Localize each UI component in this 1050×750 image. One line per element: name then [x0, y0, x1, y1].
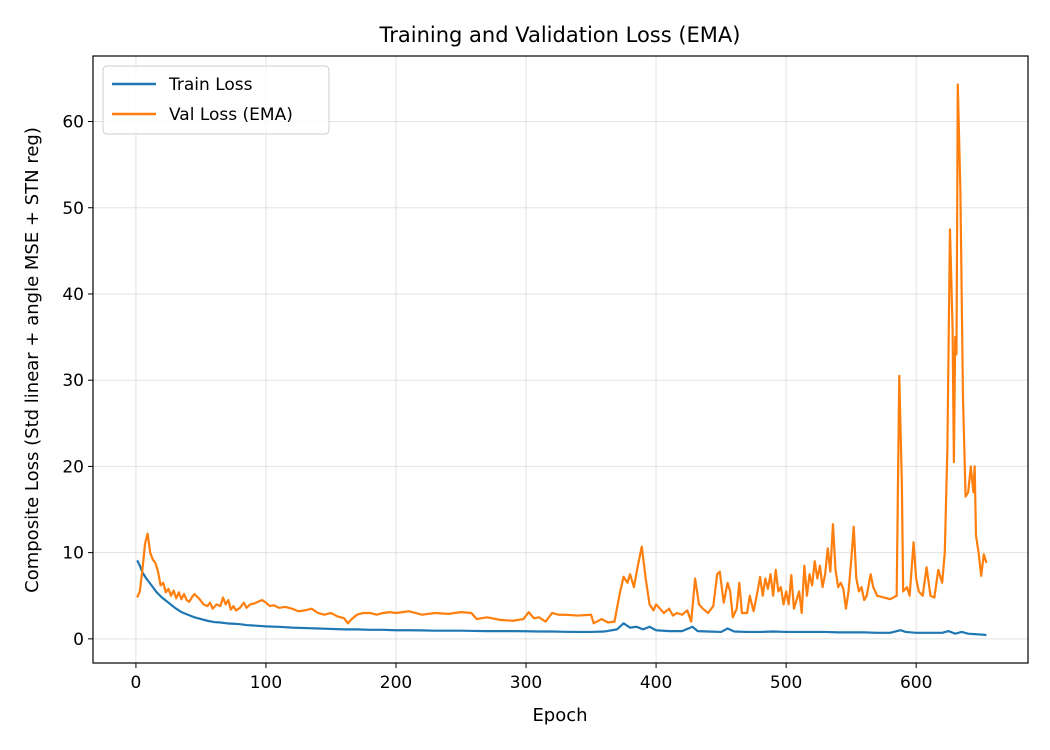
legend-label: Train Loss [168, 75, 253, 95]
legend-label: Val Loss (EMA) [169, 105, 293, 125]
series-line [136, 559, 987, 637]
y-tick-label: 40 [62, 285, 84, 305]
x-tick-label: 0 [130, 673, 141, 693]
ticks: 0 100 200 300 400 500 600 0 10 20 30 40 50 60 [62, 113, 932, 693]
grid [93, 56, 1028, 663]
x-axis-label: Epoch [532, 705, 587, 726]
chart-title: Training and Validation Loss (EMA) [379, 23, 741, 47]
x-tick-label: 400 [640, 673, 672, 693]
y-axis-label: Composite Loss (Std linear + angle MSE +… [22, 127, 43, 593]
y-tick-label: 60 [62, 113, 84, 133]
x-tick-label: 200 [380, 673, 412, 693]
x-tick-label: 100 [250, 673, 282, 693]
x-tick-label: 600 [900, 673, 932, 693]
series-layer [136, 83, 988, 637]
legend-box [102, 65, 330, 135]
y-tick-label: 10 [62, 544, 84, 564]
y-tick-label: 20 [62, 457, 84, 477]
x-tick-label: 300 [510, 673, 542, 693]
x-tick-label: 500 [770, 673, 802, 693]
plot-frame [92, 55, 1029, 664]
y-tick-label: 0 [73, 630, 84, 650]
y-tick-label: 30 [62, 371, 84, 391]
legend: Train Loss Val Loss (EMA) [102, 65, 330, 135]
series-line [136, 83, 988, 625]
y-tick-label: 50 [62, 199, 84, 219]
